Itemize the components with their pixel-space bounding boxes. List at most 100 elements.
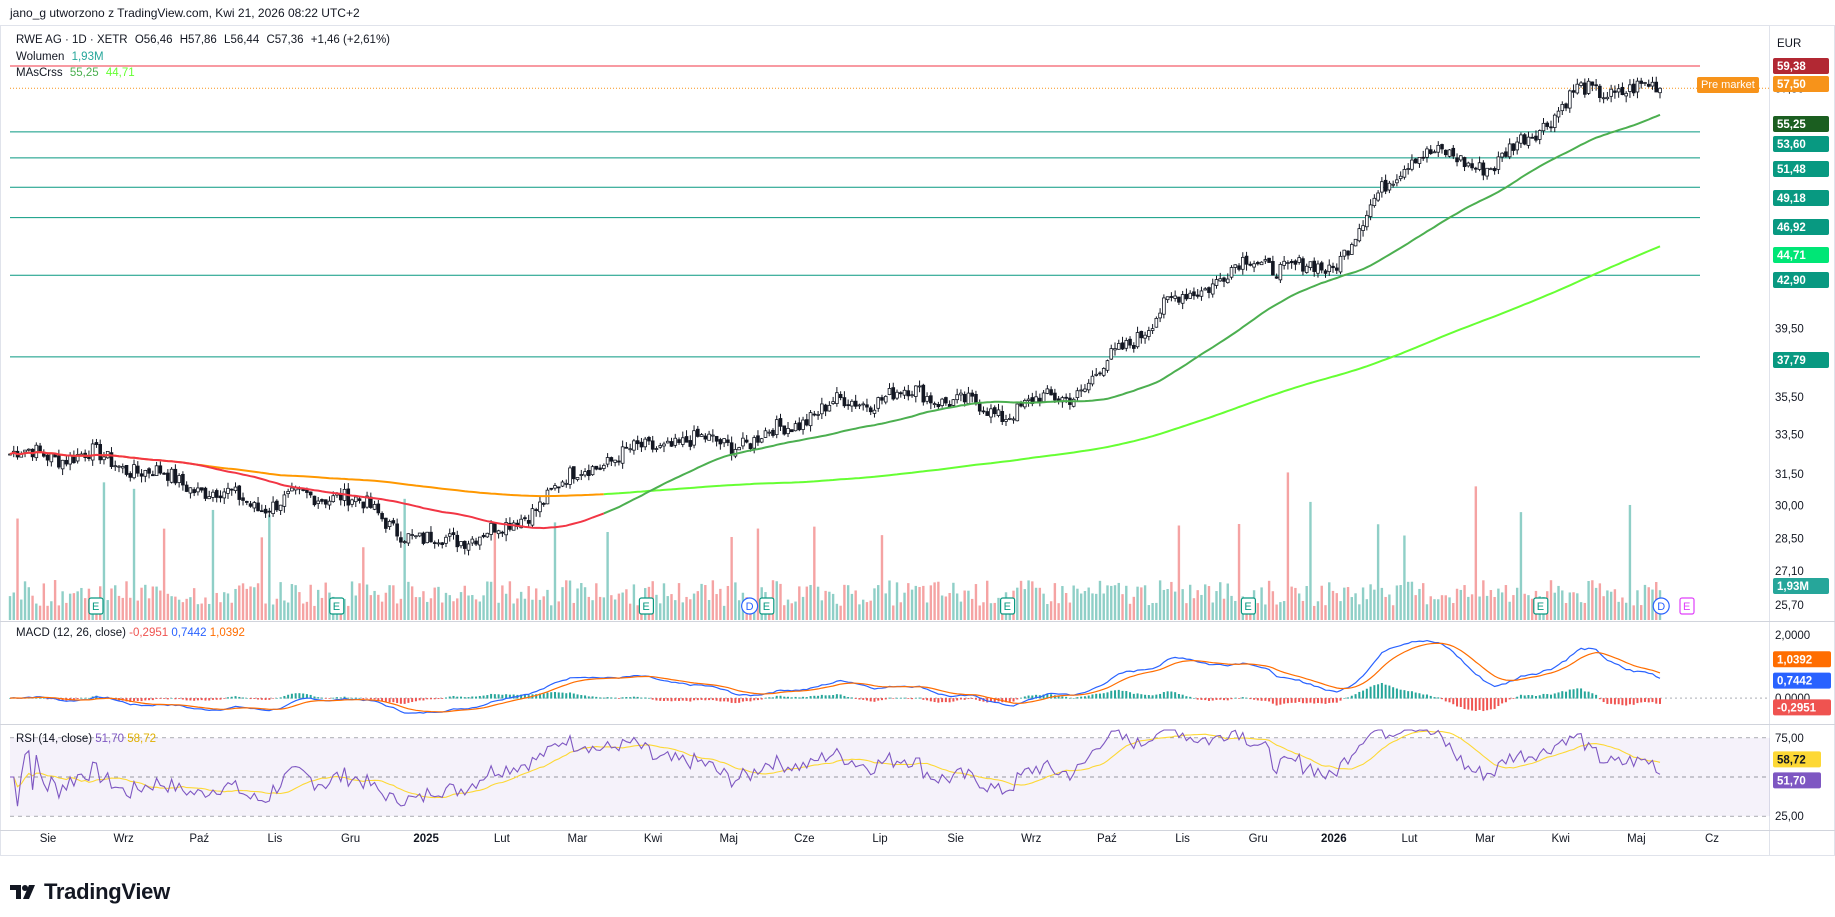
candle-body [327, 500, 332, 506]
macd-histogram-bar [835, 694, 838, 699]
volume-bar [57, 605, 61, 620]
volume-bar [140, 587, 143, 620]
volume-bar [580, 583, 583, 620]
candle-body [519, 518, 523, 529]
volume-bar [561, 587, 564, 620]
macd-histogram-bar [937, 698, 940, 703]
candle-body [260, 510, 264, 513]
volume-bar [80, 587, 83, 620]
macd-histogram-bar [354, 697, 357, 699]
volume-bar [910, 589, 914, 620]
macd-histogram-bar [317, 697, 320, 699]
macd-histogram-bar [869, 698, 872, 702]
candle-body [741, 437, 745, 447]
ma-cross-legend[interactable]: MAsCrss 55,25 44,71 [16, 67, 139, 79]
candle-body [1436, 144, 1441, 153]
volume-bar [1452, 603, 1455, 620]
volume-bar [798, 586, 801, 620]
macd-histogram-bar [952, 698, 955, 702]
volume-bar [174, 596, 177, 620]
macd-histogram-bar [1181, 694, 1184, 699]
candle-body [1639, 80, 1644, 84]
volume-bar [711, 580, 715, 620]
volume-bar [1587, 580, 1590, 620]
macd-histogram-bar [1456, 698, 1459, 707]
volume-bar [1463, 585, 1466, 620]
price-scale-tag-label: 46,92 [1777, 222, 1806, 234]
symbol-legend[interactable]: RWE AG · 1D · XETR O56,46 H57,86 L56,44 … [16, 34, 394, 46]
macd-axis-tick: 2,0000 [1775, 630, 1810, 642]
rsi-title: RSI (14, close) [16, 733, 93, 745]
volume-bar [775, 581, 778, 620]
candle-body [677, 439, 681, 443]
macd-histogram-bar [1129, 692, 1132, 699]
time-axis-tick: 2026 [1321, 833, 1347, 845]
volume-bar [967, 590, 970, 620]
macd-legend[interactable]: MACD (12, 26, close) -0,2951 0,7442 1,03… [16, 627, 245, 639]
candle-body [1105, 360, 1110, 371]
volume-bar [1324, 605, 1327, 620]
candle-body [53, 454, 57, 458]
macd-histogram-bar [711, 698, 714, 701]
volume-bar [38, 605, 42, 620]
macd-histogram-bar [257, 698, 260, 700]
candle-body [1323, 270, 1328, 274]
volume-bar [1391, 605, 1395, 620]
volume-bar [1046, 604, 1049, 620]
volume-bar [1617, 601, 1620, 620]
time-axis-tick: Maj [719, 833, 738, 845]
candle-body [462, 540, 467, 549]
candle-body [808, 412, 813, 427]
candle-body [49, 453, 54, 463]
macd-histogram-bar [1102, 693, 1105, 699]
macd-histogram-bar [523, 694, 526, 699]
time-axis-tick: Mar [568, 833, 588, 845]
volume-bar [102, 482, 106, 620]
volume-bar [606, 532, 609, 620]
macd-histogram-bar [1264, 698, 1267, 701]
volume-bar [320, 597, 324, 620]
macd-histogram-bar [1610, 698, 1613, 704]
macd-histogram-bar [681, 698, 684, 701]
volume-bar [689, 599, 692, 620]
candle-body [410, 534, 414, 536]
macd-histogram-bar [779, 695, 782, 699]
volume-bar [1192, 598, 1196, 620]
macd-histogram-bar [617, 698, 620, 699]
macd-scale-tag-label: -0,2951 [1777, 702, 1817, 714]
candle-body [1455, 157, 1459, 163]
volume-bar [1328, 582, 1331, 620]
macd-histogram-bar [632, 696, 635, 699]
macd-histogram-bar [843, 695, 846, 699]
macd-histogram-bar [1151, 695, 1154, 699]
volume-bar [1414, 595, 1417, 620]
macd-histogram-bar [847, 697, 850, 699]
tradingview-branding[interactable]: TradingView [10, 879, 170, 905]
candle-body [1425, 148, 1429, 158]
volume-bar [1188, 584, 1192, 620]
volume-legend[interactable]: Wolumen 1,93M [16, 51, 108, 63]
currency-label[interactable]: EUR [1777, 38, 1802, 50]
rsi-legend[interactable]: RSI (14, close) 51,70 58,72 [16, 733, 156, 745]
candle-body [673, 437, 678, 446]
macd-histogram-bar [1335, 698, 1338, 703]
candle-body [797, 422, 802, 431]
volume-bar [1455, 588, 1459, 620]
candle-body [583, 471, 587, 476]
volume-bar [734, 582, 737, 620]
macd-histogram-bar [1320, 698, 1323, 704]
macd-histogram-bar [1271, 698, 1274, 704]
macd-histogram-bar [1125, 691, 1128, 699]
candle-body [301, 489, 305, 491]
volume-bar [192, 588, 196, 620]
price-axis-tick: 28,50 [1775, 533, 1804, 545]
volume-bar [1087, 587, 1090, 620]
candle-body [207, 496, 212, 500]
volume-bar [65, 602, 68, 620]
macd-histogram-bar [1504, 698, 1507, 703]
macd-histogram-bar [1512, 698, 1515, 699]
volume-bar [1091, 593, 1094, 620]
price-scale-tag [1773, 136, 1829, 152]
macd-histogram-bar [1050, 694, 1053, 699]
